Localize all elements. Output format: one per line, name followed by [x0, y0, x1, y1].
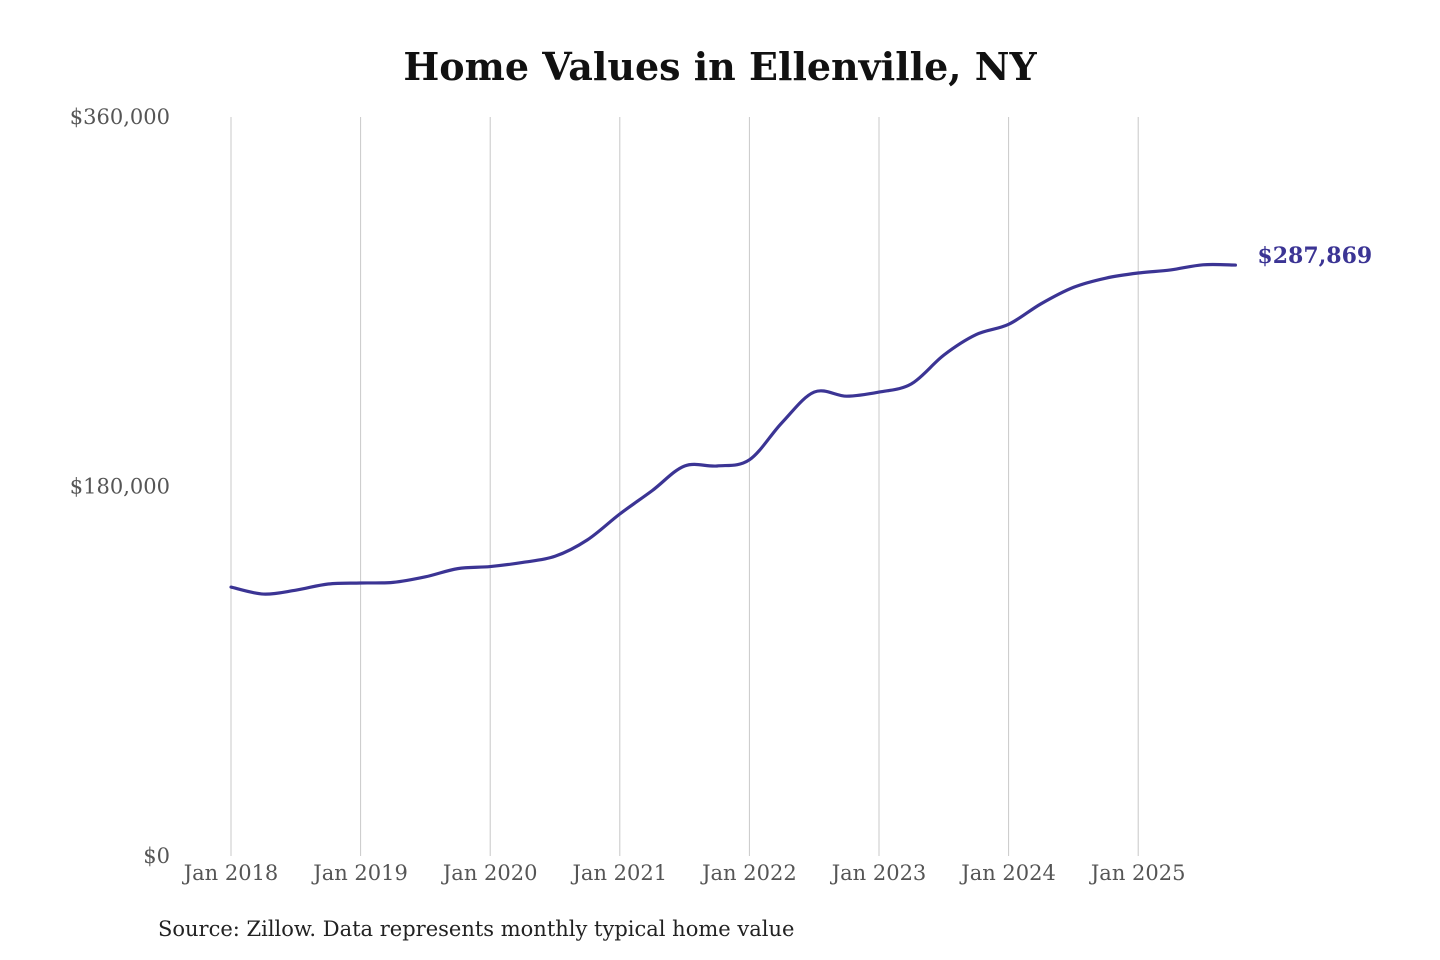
x-tick-label: Jan 2019	[311, 861, 408, 885]
x-tick-label: Jan 2023	[830, 861, 927, 885]
source-note: Source: Zillow. Data represents monthly …	[158, 917, 795, 941]
chart-title: Home Values in Ellenville, NY	[403, 44, 1037, 89]
x-tick-label: Jan 2024	[959, 861, 1056, 885]
y-tick-label: $180,000	[70, 475, 170, 499]
x-tick-label: Jan 2022	[700, 861, 797, 885]
x-tick-label: Jan 2018	[182, 861, 279, 885]
x-tick-label: Jan 2021	[571, 861, 668, 885]
end-value-label: $287,869	[1257, 243, 1372, 269]
series-line	[229, 262, 1237, 596]
y-tick-label: $0	[143, 844, 170, 868]
y-tick-label: $360,000	[70, 105, 170, 129]
x-tick-label: Jan 2020	[441, 861, 538, 885]
x-tick-label: Jan 2025	[1089, 861, 1186, 885]
